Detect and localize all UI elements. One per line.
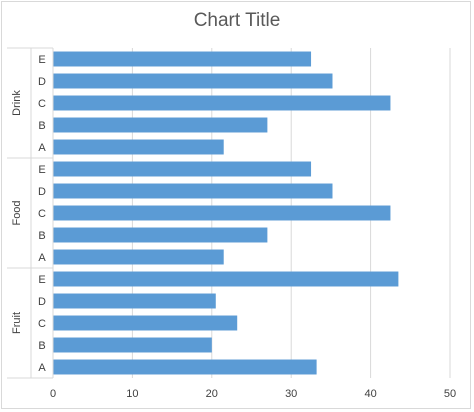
bar (53, 249, 224, 265)
bar (53, 315, 238, 331)
bar (53, 73, 333, 89)
category-tick-label: A (38, 142, 46, 154)
bar (53, 117, 268, 133)
x-tick-label: 20 (206, 388, 218, 400)
category-tick-label: B (38, 340, 45, 352)
x-tick-label: 10 (126, 388, 138, 400)
group-label: Drink (11, 90, 23, 116)
bar (53, 51, 312, 67)
bar (53, 337, 212, 353)
category-tick-label: B (38, 230, 45, 242)
x-tick-label: 30 (285, 388, 297, 400)
category-tick-label: D (38, 186, 46, 198)
category-tick-label: A (38, 252, 46, 264)
category-tick-label: A (38, 362, 46, 374)
bar (53, 183, 333, 199)
bar (53, 95, 391, 111)
category-tick-label: E (38, 274, 45, 286)
bar (53, 293, 216, 309)
category-tick-label: E (38, 164, 45, 176)
category-tick-label: C (38, 318, 46, 330)
x-tick-label: 50 (444, 388, 456, 400)
category-tick-label: C (38, 98, 46, 110)
bar (53, 139, 224, 155)
chart-title: Chart Title (193, 10, 281, 31)
category-tick-label: D (38, 296, 46, 308)
bar (53, 359, 317, 375)
x-tick-label: 40 (364, 388, 376, 400)
bar (53, 161, 312, 177)
category-tick-label: C (38, 208, 46, 220)
category-tick-label: E (38, 54, 45, 66)
group-label: Food (11, 200, 23, 225)
group-label: Fruit (11, 312, 23, 334)
x-tick-label: 0 (50, 388, 56, 400)
bar (53, 205, 391, 221)
category-tick-label: D (38, 76, 46, 88)
bar (53, 227, 268, 243)
bar (53, 271, 399, 287)
category-tick-label: B (38, 120, 45, 132)
